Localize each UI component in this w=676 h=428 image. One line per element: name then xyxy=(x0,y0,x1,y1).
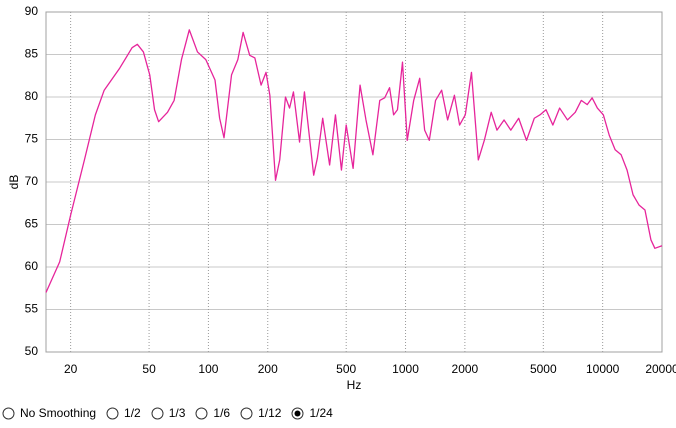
radio-option[interactable]: 1/6 xyxy=(195,406,230,420)
x-tick-label: 1000 xyxy=(392,362,419,376)
y-axis-label: dB xyxy=(7,175,21,190)
smoothing-options: No Smoothing 1/2 1/3 1/6 1/12 1/24 xyxy=(2,404,343,422)
y-tick-label: 75 xyxy=(25,132,39,146)
radio-button[interactable] xyxy=(291,407,304,420)
radio-label[interactable]: 1/6 xyxy=(213,406,231,420)
radio-button[interactable] xyxy=(2,407,15,420)
y-tick-label: 85 xyxy=(25,47,39,61)
y-tick-label: 55 xyxy=(25,302,39,316)
x-axis-label: Hz xyxy=(347,378,362,392)
radio-ring xyxy=(195,407,208,419)
x-tick-label: 5000 xyxy=(530,362,557,376)
radio-button[interactable] xyxy=(106,407,119,420)
y-tick-label: 60 xyxy=(25,259,39,273)
radio-ring xyxy=(2,407,15,419)
radio-button[interactable] xyxy=(195,407,208,420)
radio-label[interactable]: 1/2 xyxy=(124,406,141,420)
radio-dot xyxy=(294,410,301,416)
x-tick-label: 200 xyxy=(258,362,278,376)
y-tick-label: 80 xyxy=(25,89,39,103)
response-line xyxy=(45,29,663,293)
radio-ring xyxy=(240,407,253,419)
y-tick-label: 90 xyxy=(25,4,39,18)
radio-label[interactable]: No Smoothing xyxy=(20,406,97,420)
radio-ring xyxy=(151,407,164,419)
radio-option[interactable]: 1/3 xyxy=(151,406,186,420)
radio-option[interactable]: 1/12 xyxy=(240,406,281,420)
x-tick-label: 100 xyxy=(198,362,218,376)
y-tick-label: 65 xyxy=(25,217,39,231)
x-tick-label: 500 xyxy=(336,362,356,376)
radio-option[interactable]: 1/24 xyxy=(291,406,333,420)
chart: Hz dB 50 55 60 65 70 75 80 85 90 20 50 100 200 500 100… xyxy=(7,4,676,392)
radio-label[interactable]: 1/3 xyxy=(168,406,186,420)
x-tick-label: 20 xyxy=(64,362,78,376)
radio-ring xyxy=(106,407,119,419)
x-tick-label: 20000 xyxy=(645,362,676,376)
x-tick-label: 10000 xyxy=(586,362,620,376)
x-tick-label: 50 xyxy=(142,362,156,376)
radio-option[interactable]: 1/2 xyxy=(106,406,141,420)
radio-button[interactable] xyxy=(151,407,164,420)
radio-label[interactable]: 1/12 xyxy=(258,406,282,420)
plot-border xyxy=(45,11,663,353)
y-tick-label: 50 xyxy=(25,344,39,358)
y-tick-label: 70 xyxy=(25,174,39,188)
radio-option[interactable]: No Smoothing xyxy=(2,406,96,420)
radio-label[interactable]: 1/24 xyxy=(309,406,333,420)
radio-button[interactable] xyxy=(240,407,253,420)
x-tick-label: 2000 xyxy=(452,362,479,376)
